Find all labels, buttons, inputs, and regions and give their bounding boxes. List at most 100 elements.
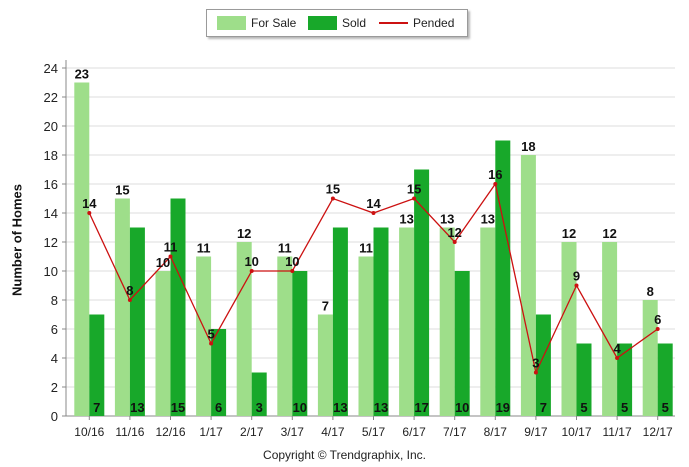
y-tick-label: 24 <box>44 61 58 76</box>
pended-value-label: 6 <box>654 312 661 327</box>
pended-point <box>249 269 254 273</box>
sold-bar <box>657 343 673 416</box>
legend-item-sold[interactable]: Sold <box>308 10 366 36</box>
pended-value-label: 9 <box>573 269 580 284</box>
sold-value-label: 5 <box>621 400 628 415</box>
x-tick-label: 9/17 <box>524 425 548 439</box>
x-tick-label: 10/17 <box>561 425 591 439</box>
x-tick-labels: 10/16 11/16 12/16 1/17 2/17 3/17 4/17 5/17 6/17 7… <box>74 425 673 439</box>
for-sale-value-label: 11 <box>359 241 373 256</box>
pended-line <box>87 182 660 375</box>
sold-value-label: 13 <box>130 400 144 415</box>
legend-item-for-sale[interactable]: For Sale <box>217 10 296 36</box>
x-tick-label: 5/17 <box>362 425 386 439</box>
legend: For Sale Sold Pended <box>206 9 468 37</box>
bars <box>74 82 673 416</box>
y-tick-label: 16 <box>44 177 58 192</box>
legend-item-pended[interactable]: Pended <box>379 10 454 36</box>
pended-value-label: 11 <box>164 240 178 255</box>
for-sale-swatch <box>217 16 246 30</box>
sold-bar <box>454 271 470 416</box>
y-axis-title: Number of Homes <box>9 184 25 296</box>
data-labels: 2371513101511612311107131113131713101319… <box>75 67 669 416</box>
pended-point <box>168 254 173 259</box>
x-tick-label: 7/17 <box>443 425 467 439</box>
for-sale-value-label: 7 <box>322 299 329 314</box>
x-tick-label: 8/17 <box>484 425 508 439</box>
pended-point <box>290 269 295 273</box>
sold-value-label: 10 <box>455 400 469 415</box>
sold-value-label: 10 <box>293 400 307 415</box>
for-sale-value-label: 12 <box>237 226 251 241</box>
for-sale-bar <box>114 198 130 416</box>
sold-bar <box>211 329 227 416</box>
sold-bar <box>535 314 551 416</box>
pended-swatch <box>379 22 408 24</box>
pended-value-label: 3 <box>532 356 539 371</box>
y-tick-label: 14 <box>44 206 58 221</box>
y-tick-label: 12 <box>44 235 58 250</box>
sold-swatch <box>308 16 337 30</box>
for-sale-bar <box>196 256 212 416</box>
for-sale-bar <box>155 271 171 416</box>
pended-point <box>87 211 92 215</box>
for-sale-bar <box>480 227 496 416</box>
x-tick-label: 6/17 <box>402 425 426 439</box>
y-tick-label: 0 <box>51 409 58 424</box>
for-sale-value-label: 15 <box>115 183 129 198</box>
pended-point <box>330 196 335 201</box>
for-sale-value-label: 11 <box>197 241 211 256</box>
pended-value-label: 10 <box>285 254 299 269</box>
y-tick-label: 10 <box>44 264 58 279</box>
pended-point <box>493 182 498 186</box>
x-tick-label: 3/17 <box>281 425 305 439</box>
x-tick-label: 10/16 <box>74 425 104 439</box>
pended-value-label: 16 <box>488 167 502 182</box>
sold-value-label: 7 <box>93 400 100 415</box>
y-tick-label: 2 <box>51 380 58 395</box>
sold-bar <box>414 169 430 416</box>
sold-value-label: 5 <box>580 400 587 415</box>
sold-value-label: 17 <box>414 400 428 415</box>
y-tick-label: 4 <box>51 351 58 366</box>
pended-value-label: 14 <box>82 196 97 211</box>
legend-label-sold: Sold <box>342 16 367 30</box>
pended-point <box>371 211 376 215</box>
pended-point <box>452 240 457 244</box>
for-sale-value-label: 13 <box>440 212 454 227</box>
for-sale-value-label: 8 <box>647 284 654 299</box>
x-tick-label: 4/17 <box>321 425 345 439</box>
sold-value-label: 19 <box>496 400 510 415</box>
y-tick-label: 8 <box>51 293 58 308</box>
for-sale-value-label: 11 <box>278 241 292 256</box>
sold-value-label: 13 <box>374 400 388 415</box>
copyright-text: Copyright © Trendgraphix, Inc. <box>263 448 426 462</box>
pended-value-label: 10 <box>244 254 258 269</box>
sold-bar <box>170 198 186 416</box>
for-sale-bar <box>236 242 252 416</box>
for-sale-value-label: 23 <box>75 67 89 82</box>
y-axis-title-box: Number of Homes <box>6 140 28 340</box>
x-tick-label: 12/16 <box>155 425 185 439</box>
sold-value-label: 5 <box>662 400 669 415</box>
y-tick-label: 6 <box>51 322 58 337</box>
for-sale-bar <box>520 155 536 416</box>
x-tick-label: 12/17 <box>643 425 673 439</box>
for-sale-bar <box>277 256 293 416</box>
sold-bar <box>332 227 348 416</box>
legend-label-for-sale: For Sale <box>251 16 297 30</box>
for-sale-value-label: 12 <box>602 226 616 241</box>
pended-point <box>574 283 579 288</box>
x-tick-label: 11/16 <box>115 425 144 439</box>
pended-value-label: 8 <box>126 283 133 298</box>
x-tick-label: 2/17 <box>240 425 264 439</box>
pended-point <box>615 356 620 360</box>
sold-bar <box>576 343 592 416</box>
pended-value-label: 15 <box>326 182 340 197</box>
pended-value-label: 15 <box>407 182 421 197</box>
for-sale-bar <box>561 242 577 416</box>
pended-value-label: 5 <box>207 327 214 342</box>
sold-value-label: 3 <box>256 400 263 415</box>
pended-point <box>412 196 417 201</box>
